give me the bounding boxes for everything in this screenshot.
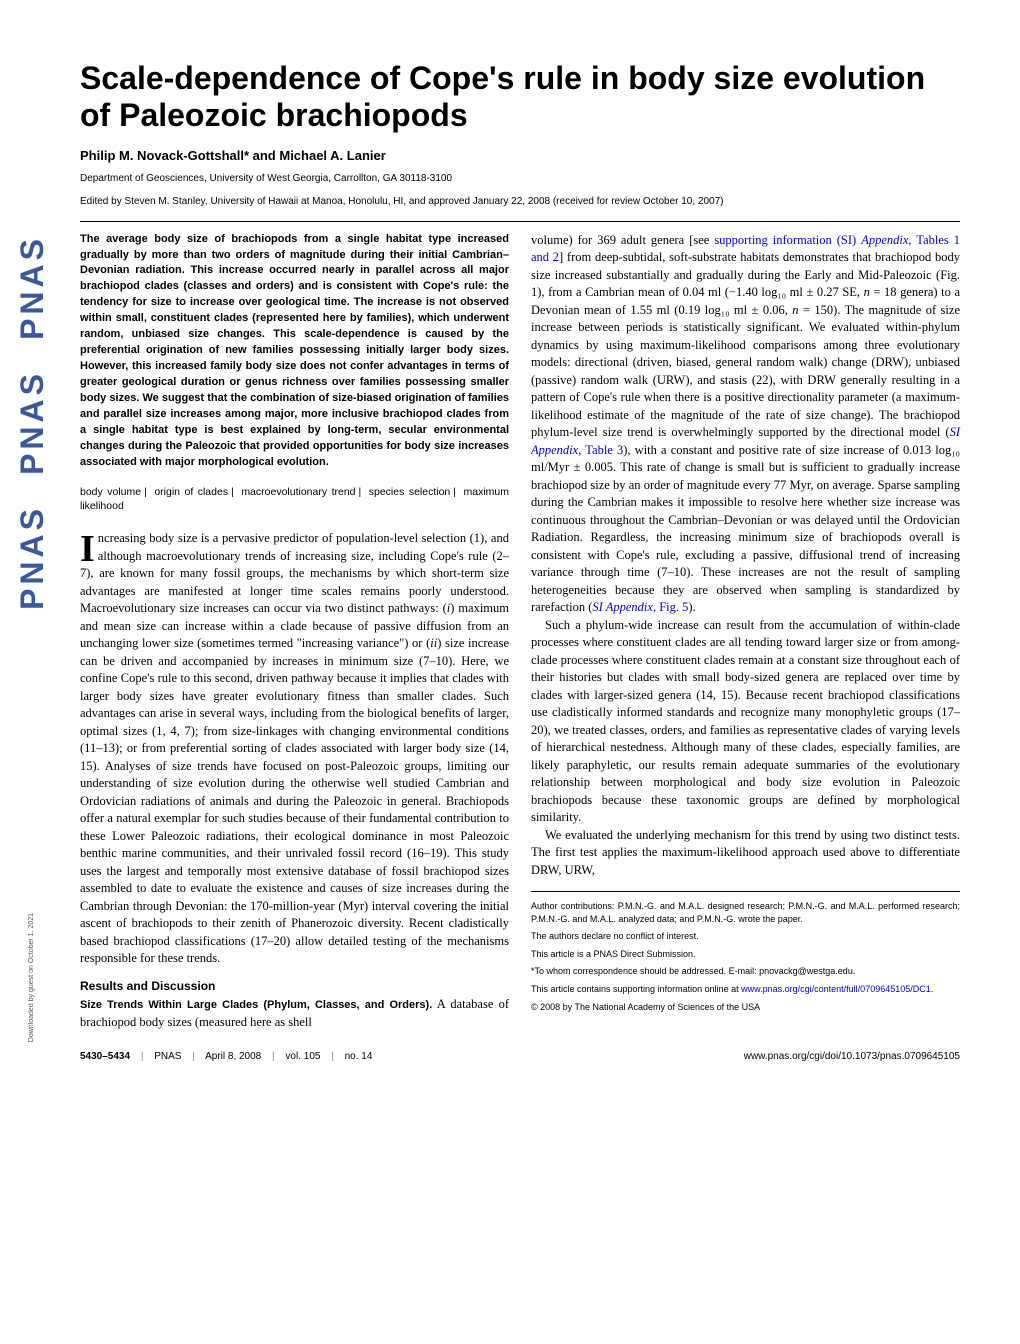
footnote: *To whom correspondence should be addres… bbox=[531, 965, 960, 978]
body-paragraph: volume) for 369 adult genera [see suppor… bbox=[531, 232, 960, 617]
issue-number: no. 14 bbox=[345, 1051, 373, 1062]
subsection-heading: Size Trends Within Large Clades (Phylum,… bbox=[80, 999, 432, 1011]
edited-by: Edited by Steven M. Stanley, University … bbox=[80, 196, 960, 207]
keyword: species selection bbox=[369, 486, 451, 498]
page-footer: 5430–5434 | PNAS | April 8, 2008 | vol. … bbox=[80, 1051, 960, 1062]
journal-name: PNAS bbox=[154, 1051, 181, 1062]
si-link[interactable]: SI Appendix, Fig. 5 bbox=[592, 600, 688, 614]
intro-paragraph: Increasing body size is a pervasive pred… bbox=[80, 530, 509, 968]
two-column-body: The average body size of brachiopods fro… bbox=[80, 232, 960, 1032]
article-title: Scale-dependence of Cope's rule in body … bbox=[80, 60, 960, 134]
footer-left: 5430–5434 | PNAS | April 8, 2008 | vol. … bbox=[80, 1051, 372, 1062]
footnote: © 2008 by The National Academy of Scienc… bbox=[531, 1001, 960, 1014]
authors: Philip M. Novack-Gottshall* and Michael … bbox=[80, 148, 960, 163]
footnotes: Author contributions: P.M.N.-G. and M.A.… bbox=[531, 891, 960, 1013]
page-range: 5430–5434 bbox=[80, 1051, 130, 1062]
keywords: body volume| origin of clades| macroevol… bbox=[80, 485, 509, 514]
abstract: The average body size of brachiopods fro… bbox=[80, 232, 509, 471]
affiliation: Department of Geosciences, University of… bbox=[80, 173, 960, 184]
footer-url: www.pnas.org/cgi/doi/10.1073/pnas.070964… bbox=[744, 1051, 960, 1062]
footnote: The authors declare no conflict of inter… bbox=[531, 930, 960, 943]
footnote: This article is a PNAS Direct Submission… bbox=[531, 948, 960, 961]
si-online-link[interactable]: www.pnas.org/cgi/content/full/0709645105… bbox=[741, 984, 931, 994]
footnote: This article contains supporting informa… bbox=[531, 983, 960, 996]
footnote: Author contributions: P.M.N.-G. and M.A.… bbox=[531, 900, 960, 925]
keyword: body volume bbox=[80, 486, 141, 498]
body-paragraph: Such a phylum-wide increase can result f… bbox=[531, 617, 960, 827]
results-heading: Results and Discussion bbox=[80, 978, 509, 995]
volume: vol. 105 bbox=[285, 1051, 320, 1062]
right-column: volume) for 369 adult genera [see suppor… bbox=[531, 232, 960, 1032]
body-paragraph: We evaluated the underlying mechanism fo… bbox=[531, 827, 960, 880]
dropcap: I bbox=[80, 530, 98, 565]
keyword: macroevolutionary trend bbox=[241, 486, 355, 498]
divider bbox=[80, 221, 960, 222]
issue-date: April 8, 2008 bbox=[205, 1051, 261, 1062]
keyword: origin of clades bbox=[154, 486, 228, 498]
left-column: The average body size of brachiopods fro… bbox=[80, 232, 509, 1032]
subsection-paragraph: Size Trends Within Large Clades (Phylum,… bbox=[80, 996, 509, 1031]
